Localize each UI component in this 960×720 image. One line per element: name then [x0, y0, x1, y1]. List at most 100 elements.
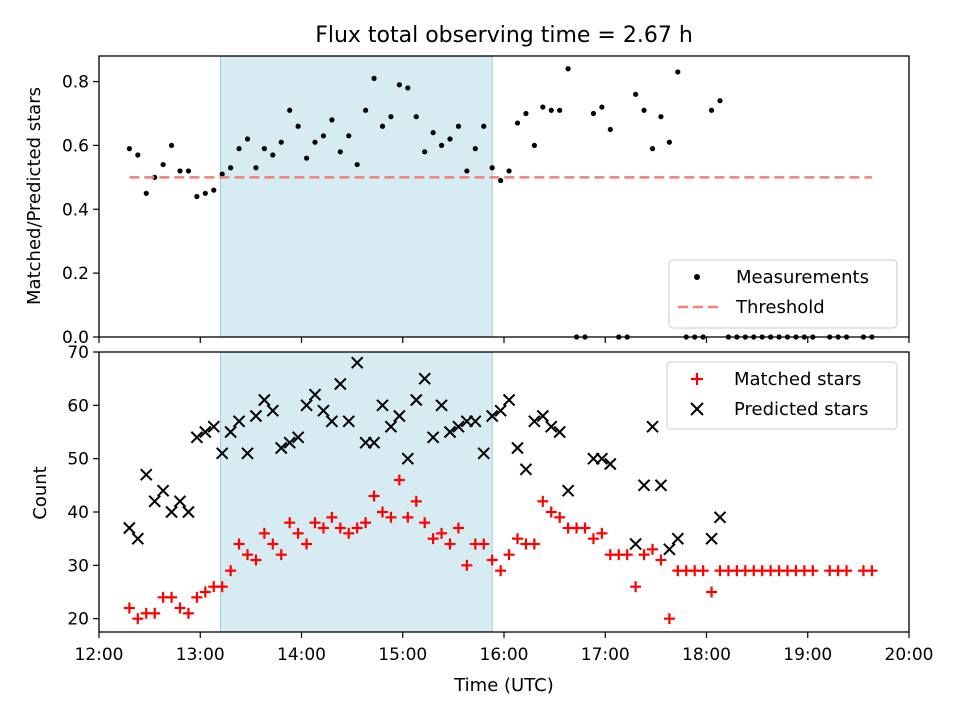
measurement-point [666, 139, 672, 145]
matched-stars-point [410, 495, 422, 507]
top-shaded-region [220, 55, 493, 338]
top-y-tick-label: 0.0 [62, 328, 89, 348]
measurement-point [531, 142, 537, 149]
matched-stars-point [317, 522, 329, 534]
matched-stars-point [452, 522, 464, 534]
measurement-point [641, 107, 647, 113]
measurement-point [633, 91, 639, 97]
predicted-stars-point [376, 399, 389, 412]
legend-matched-marker [691, 373, 703, 385]
predicted-stars-point [401, 452, 415, 465]
matched-stars-point [182, 607, 194, 619]
matched-stars-point [495, 565, 507, 577]
predicted-stars-point [123, 521, 136, 535]
predicted-stars-point [300, 399, 313, 412]
predicted-stars-point [232, 415, 246, 428]
legend-measurements-label: Measurements [736, 267, 869, 288]
matched-stars-point [123, 602, 135, 614]
matched-stars-point [436, 527, 448, 539]
measurement-point [388, 114, 394, 120]
predicted-stars-point [705, 532, 718, 545]
predicted-stars-point [545, 420, 558, 433]
predicted-stars-point [384, 420, 398, 433]
measurement-point [658, 114, 664, 120]
bottom-shaded-region [220, 351, 493, 633]
measurement-point [320, 133, 327, 139]
matched-stars-point [427, 533, 439, 545]
predicted-stars-point [190, 431, 204, 444]
bottom-y-tick-label: 20 [67, 610, 89, 630]
predicted-stars-point [266, 404, 280, 417]
predicted-stars-point [350, 356, 364, 369]
predicted-stars-point [410, 393, 423, 407]
matched-stars-point [250, 554, 262, 566]
measurement-point [708, 107, 715, 113]
measurement-point [219, 171, 225, 177]
measurement-point [548, 107, 554, 113]
x-tick-label: 16:00 [480, 645, 529, 665]
matched-stars-point [545, 506, 557, 518]
matched-stars-point [284, 517, 296, 529]
predicted-stars-point [435, 399, 448, 412]
top-y-axis-label: Matched/Predicted stars [24, 87, 45, 305]
legend-measurements-marker [694, 274, 700, 280]
measurement-point [346, 133, 352, 139]
measurement-point [472, 146, 478, 152]
matched-stars-point [275, 549, 287, 561]
legend-matched-label: Matched stars [734, 369, 861, 390]
matched-stars-point [385, 511, 397, 523]
bottom-y-ticks: 20 30 40 50 60 70 [67, 343, 99, 630]
chart-title: Flux total observing time = 2.67 h [315, 23, 693, 48]
measurement-point [236, 146, 242, 152]
predicted-stars-point [165, 505, 178, 519]
matched-stars-point [655, 554, 667, 566]
matched-stars-point [554, 511, 566, 523]
measurement-point [194, 193, 200, 200]
measurement-point [607, 126, 613, 133]
matched-stars-point [132, 613, 144, 625]
matched-stars-point [258, 527, 270, 539]
predicted-stars-point [224, 425, 237, 439]
predicted-stars-point [536, 409, 550, 423]
measurement-point [514, 120, 521, 126]
matched-stars-point [233, 538, 245, 550]
matched-stars-point [647, 543, 658, 555]
matched-stars-point [503, 549, 515, 561]
x-tick-label: 15:00 [378, 645, 427, 665]
measurement-point [228, 165, 234, 171]
measurement-point [438, 142, 445, 149]
measurement-point [455, 123, 462, 129]
measurement-point [649, 146, 656, 152]
predicted-stars-point [173, 495, 187, 508]
x-tick-label: 20:00 [885, 645, 934, 665]
matched-stars-point [309, 517, 321, 529]
measurement-point [422, 149, 428, 155]
matched-stars-point [512, 533, 523, 545]
matched-stars-point [343, 527, 355, 539]
matched-stars-point [478, 538, 490, 550]
predicted-stars-point [469, 415, 482, 428]
measurement-point [143, 190, 149, 196]
measurement-point [177, 168, 183, 174]
bottom-y-tick-label: 70 [67, 343, 89, 363]
measurement-point [540, 104, 546, 110]
bottom-y-axis-label: Count [30, 466, 51, 519]
measurement-point [295, 123, 301, 129]
predicted-stars-point [334, 377, 347, 391]
matched-stars-point [199, 586, 211, 598]
predicted-stars-point [393, 409, 406, 423]
predicted-stars-point [308, 388, 322, 401]
predicted-stars-point [325, 415, 339, 428]
matched-stars-point [225, 565, 237, 577]
predicted-stars-point [604, 457, 617, 471]
legend-predicted-label: Predicted stars [734, 399, 868, 420]
matched-stars-point [419, 517, 431, 529]
top-legend-box [668, 259, 898, 329]
measurement-point [675, 69, 681, 75]
predicted-stars-point [663, 543, 676, 556]
top-y-tick-label: 0.4 [62, 200, 89, 220]
measurement-point [329, 117, 335, 123]
x-tick-label: 18:00 [682, 645, 731, 665]
predicted-stars-point [502, 393, 516, 407]
